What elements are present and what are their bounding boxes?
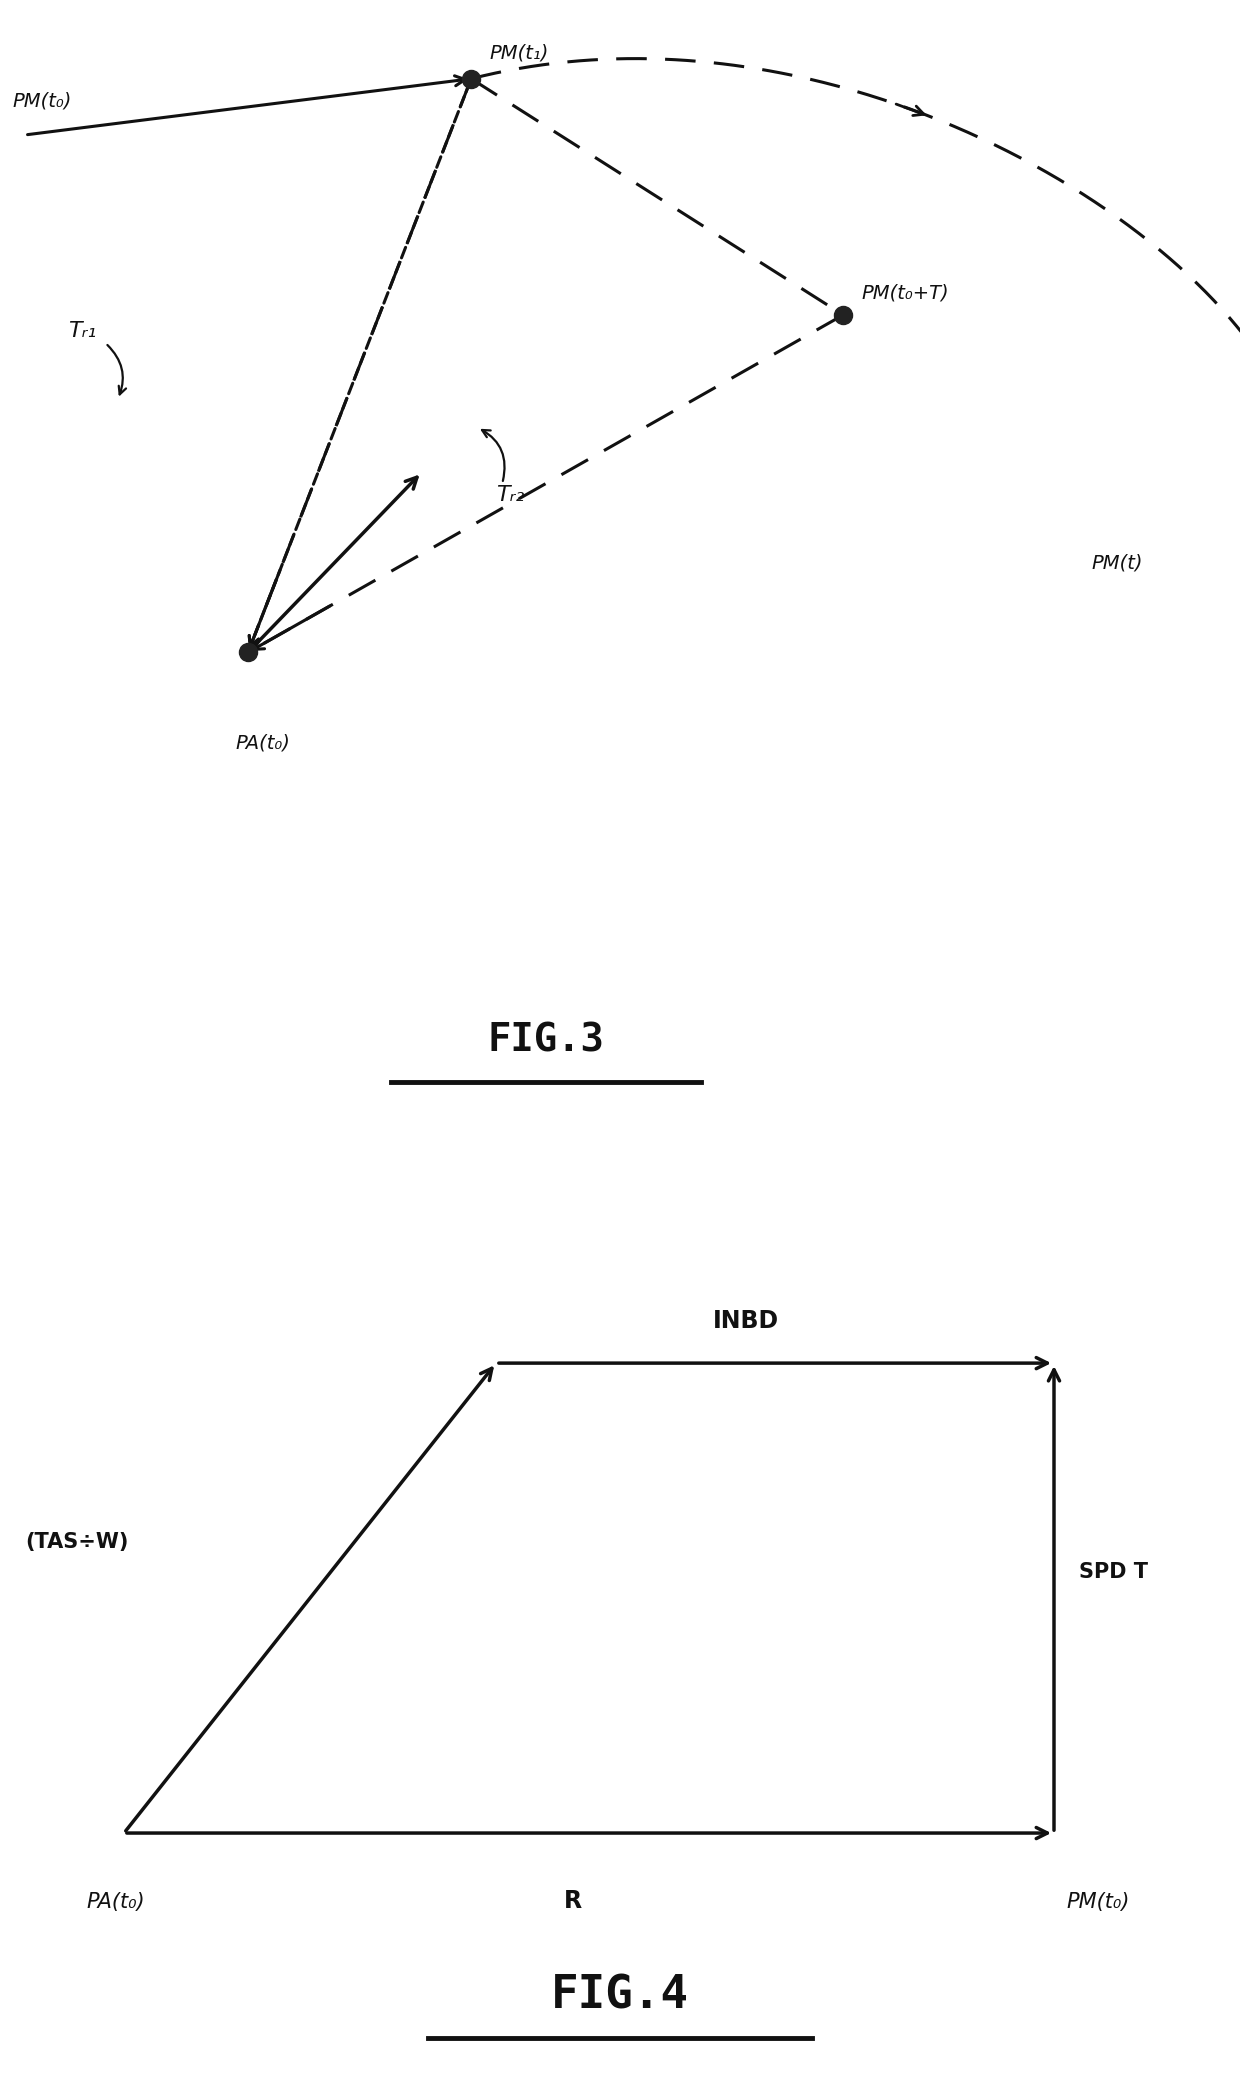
Text: PA(t₀): PA(t₀) xyxy=(236,733,290,752)
Text: SPD T: SPD T xyxy=(1079,1562,1148,1583)
Text: PA(t₀): PA(t₀) xyxy=(87,1891,145,1912)
Text: Tᵣ₂: Tᵣ₂ xyxy=(496,485,525,504)
Text: INBD: INBD xyxy=(713,1308,779,1333)
Text: FIG.3: FIG.3 xyxy=(487,1021,604,1060)
Text: R: R xyxy=(564,1889,583,1912)
Text: FIG.4: FIG.4 xyxy=(551,1973,689,2018)
Text: PM(t₀): PM(t₀) xyxy=(12,92,72,110)
Text: PM(t): PM(t) xyxy=(1091,552,1143,573)
Text: PM(t₀): PM(t₀) xyxy=(1066,1891,1130,1912)
Text: (TAS÷W): (TAS÷W) xyxy=(25,1533,128,1552)
Text: PM(t₀+T): PM(t₀+T) xyxy=(862,283,950,302)
Text: Tᵣ₁: Tᵣ₁ xyxy=(68,321,97,342)
Text: PM(t₁): PM(t₁) xyxy=(490,44,549,62)
